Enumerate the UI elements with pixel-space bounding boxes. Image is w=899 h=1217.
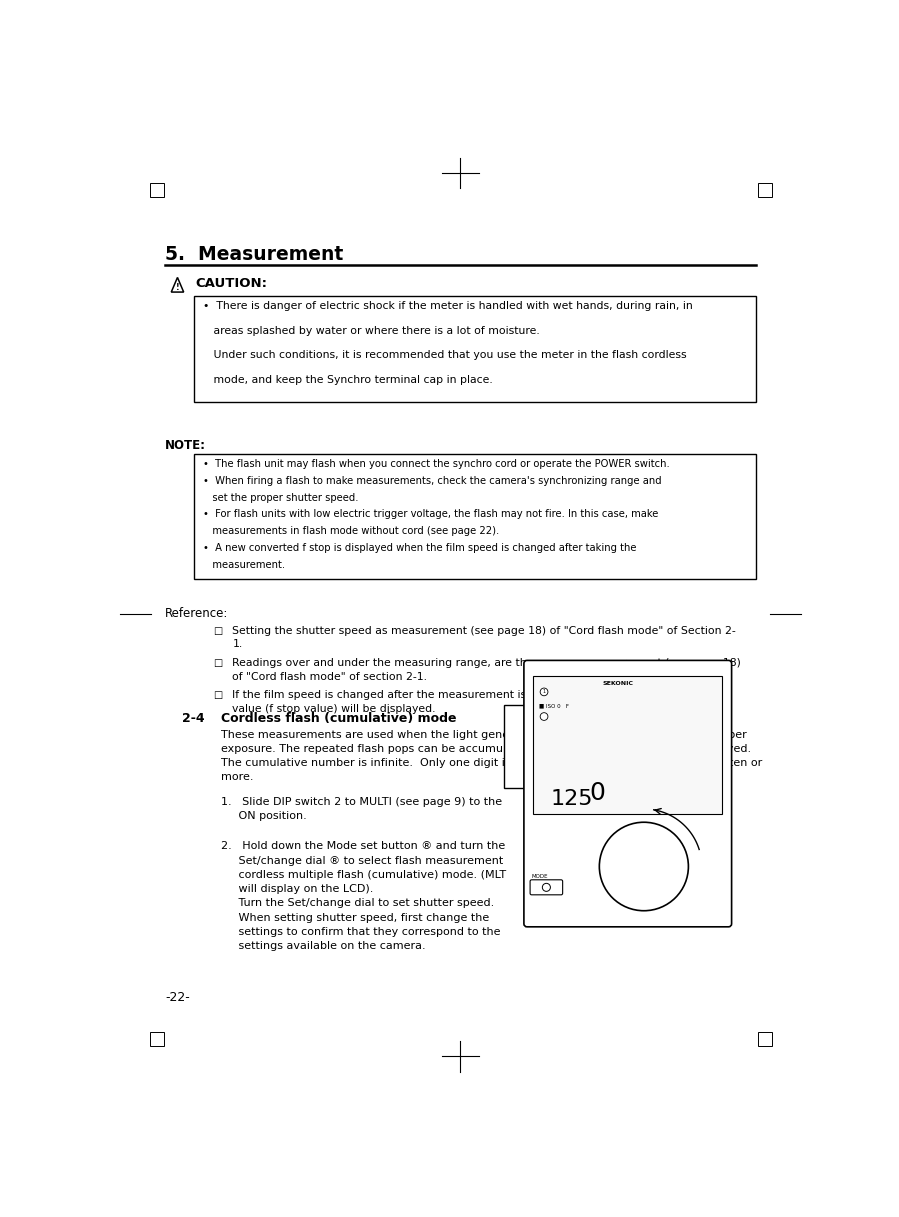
Text: Under such conditions, it is recommended that you use the meter in the flash cor: Under such conditions, it is recommended… <box>203 350 687 360</box>
Text: □: □ <box>213 626 222 635</box>
Bar <box>758 1032 772 1047</box>
Bar <box>758 183 772 197</box>
Text: •  A new converted f stop is displayed when the film speed is changed after taki: • A new converted f stop is displayed wh… <box>203 543 636 554</box>
Text: areas splashed by water or where there is a lot of moisture.: areas splashed by water or where there i… <box>203 326 539 336</box>
Bar <box>149 1032 164 1047</box>
Text: of "Cord flash mode" of section 2-1.: of "Cord flash mode" of section 2-1. <box>233 672 428 682</box>
Polygon shape <box>172 277 183 292</box>
Text: ■ ISO 0   F: ■ ISO 0 F <box>539 703 569 708</box>
Text: set the proper shutter speed.: set the proper shutter speed. <box>203 493 359 503</box>
Text: 0: 0 <box>589 781 605 806</box>
FancyBboxPatch shape <box>524 661 732 927</box>
Text: 1.: 1. <box>233 639 243 649</box>
Text: Set/change dial ® to select flash measurement: Set/change dial ® to select flash measur… <box>221 856 503 865</box>
Text: NOTE:: NOTE: <box>165 438 206 452</box>
Text: CAUTION:: CAUTION: <box>195 277 267 290</box>
Bar <box>194 296 756 402</box>
Text: MODE: MODE <box>531 875 548 880</box>
Text: !: ! <box>175 284 179 292</box>
Circle shape <box>600 823 689 910</box>
Text: will display on the LCD).: will display on the LCD). <box>221 884 373 894</box>
Text: •  There is danger of electric shock if the meter is handled with wet hands, dur: • There is danger of electric shock if t… <box>203 301 693 310</box>
Text: Readings over and under the measuring range, are the same as measurement (see pa: Readings over and under the measuring ra… <box>233 658 742 668</box>
Text: ON position.: ON position. <box>221 811 307 821</box>
Text: 2-4: 2-4 <box>182 712 205 725</box>
Text: -22-: -22- <box>165 991 190 1004</box>
FancyBboxPatch shape <box>530 880 563 894</box>
Text: These measurements are used when the light generated by the flash is inadequate : These measurements are used when the lig… <box>221 730 747 740</box>
Text: □: □ <box>213 658 222 668</box>
Text: mode, and keep the Synchro terminal cap in place.: mode, and keep the Synchro terminal cap … <box>203 375 493 386</box>
Text: exposure. The repeated flash pops can be accumulated until the desired aperture : exposure. The repeated flash pops can be… <box>221 744 751 755</box>
Text: value (f stop value) will be displayed.: value (f stop value) will be displayed. <box>233 703 436 714</box>
Text: If the film speed is changed after the measurement is taken, the new converted m: If the film speed is changed after the m… <box>233 690 728 701</box>
Text: measurements in flash mode without cord (see page 22).: measurements in flash mode without cord … <box>203 527 499 537</box>
Text: more.: more. <box>221 773 254 783</box>
Text: Cordless flash (cumulative) mode: Cordless flash (cumulative) mode <box>221 712 457 725</box>
Bar <box>503 705 527 789</box>
Text: 5.  Measurement: 5. Measurement <box>165 245 343 264</box>
Text: 2.   Hold down the Mode set button ® and turn the: 2. Hold down the Mode set button ® and t… <box>221 841 505 852</box>
Text: SEKONIC: SEKONIC <box>603 682 634 686</box>
Circle shape <box>542 884 550 891</box>
Circle shape <box>540 688 547 696</box>
Text: 1.   Slide DIP switch 2 to MULTI (see page 9) to the: 1. Slide DIP switch 2 to MULTI (see page… <box>221 797 502 807</box>
Text: When setting shutter speed, first change the: When setting shutter speed, first change… <box>221 913 489 922</box>
Bar <box>533 677 722 814</box>
Text: The cumulative number is infinite.  Only one digit is displayed if the cumulativ: The cumulative number is infinite. Only … <box>221 758 762 768</box>
Text: measurement.: measurement. <box>203 560 285 571</box>
Text: settings available on the camera.: settings available on the camera. <box>221 941 425 950</box>
Text: Reference:: Reference: <box>165 606 228 619</box>
Text: Turn the Set/change dial to set shutter speed.: Turn the Set/change dial to set shutter … <box>221 898 494 908</box>
Text: settings to confirm that they correspond to the: settings to confirm that they correspond… <box>221 927 501 937</box>
Bar <box>149 183 164 197</box>
Text: □: □ <box>213 690 222 701</box>
Text: cordless multiple flash (cumulative) mode. (MLT: cordless multiple flash (cumulative) mod… <box>221 870 506 880</box>
Text: Setting the shutter speed as measurement (see page 18) of "Cord flash mode" of S: Setting the shutter speed as measurement… <box>233 626 736 635</box>
Text: 1: 1 <box>542 689 546 695</box>
Circle shape <box>540 713 547 720</box>
Text: •  For flash units with low electric trigger voltage, the flash may not fire. In: • For flash units with low electric trig… <box>203 510 658 520</box>
Text: •  When firing a flash to make measurements, check the camera's synchronizing ra: • When firing a flash to make measuremen… <box>203 476 662 486</box>
Bar <box>194 454 756 579</box>
Text: •  The flash unit may flash when you connect the synchro cord or operate the POW: • The flash unit may flash when you conn… <box>203 459 670 469</box>
Text: 125: 125 <box>550 789 592 809</box>
